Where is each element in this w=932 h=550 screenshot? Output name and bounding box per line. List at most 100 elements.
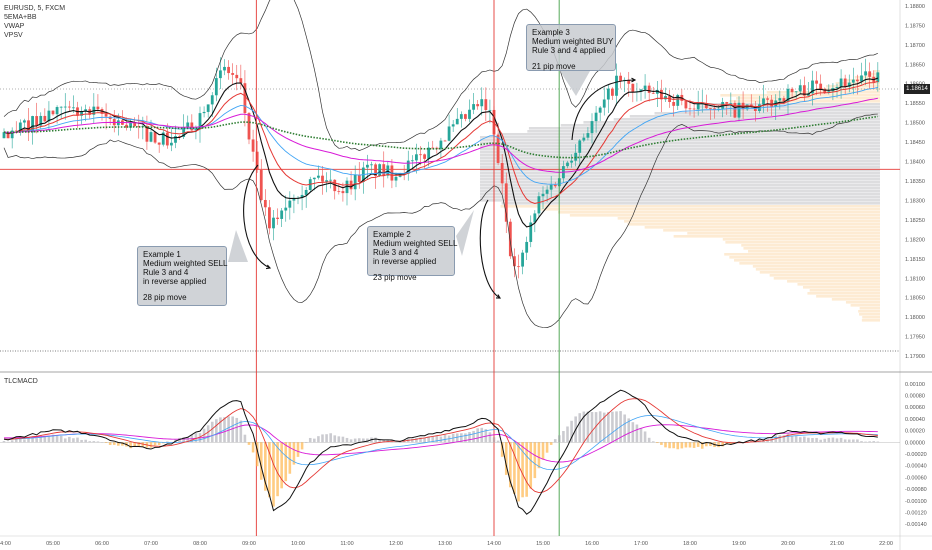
candle-body (280, 210, 284, 219)
macd-histogram-bar (231, 416, 234, 443)
arrow-example-1 (243, 164, 271, 269)
macd-histogram-bar (59, 435, 63, 443)
candle-body (231, 73, 235, 75)
macd-histogram-bar (602, 412, 606, 443)
candle-body (525, 241, 529, 253)
macd-histogram-bar (51, 434, 55, 443)
time-tick-14: 18:00 (683, 541, 697, 547)
macd-histogram-bar (872, 441, 876, 443)
callout-2-line-3: Rule 3 and 4 (373, 248, 419, 257)
candle-body (790, 88, 794, 93)
price-tick-8: 1.18400 (905, 160, 925, 166)
candle-body (725, 102, 729, 104)
candle-body (247, 113, 251, 140)
macd-histogram-bar (264, 442, 267, 491)
candle-body (549, 184, 553, 190)
candle-body (619, 75, 622, 82)
callout-example-1: Example 1 Medium weighted SELL Rule 3 an… (137, 246, 228, 306)
candle-body (476, 104, 480, 107)
volume-profile-bar (629, 115, 880, 118)
candle-body (521, 252, 524, 267)
macd-histogram-bar (366, 438, 369, 443)
candle-body (729, 102, 733, 104)
volume-profile-bar (480, 199, 880, 202)
macd-histogram-bar (431, 436, 435, 443)
candle-body (206, 104, 210, 112)
volume-profile-bar (644, 226, 880, 229)
macd-histogram-bar (860, 441, 863, 443)
macd-histogram-bar (525, 442, 528, 497)
candle-body (574, 152, 578, 161)
callout-3-pointer (560, 71, 590, 96)
candle-body (27, 120, 30, 133)
macd-histogram-bar (509, 442, 512, 488)
macd-histogram-bar (63, 438, 67, 443)
macd-histogram-bar (280, 442, 283, 489)
volume-profile-bar (480, 154, 880, 157)
callout-2-line-4: in reverse applied (373, 257, 437, 266)
candle-body (676, 94, 680, 106)
time-tick-12: 16:00 (585, 541, 599, 547)
macd-histogram-bar (852, 439, 855, 443)
volume-profile-bar (802, 286, 880, 289)
candle-body (798, 85, 802, 92)
macd-histogram-bar (705, 442, 708, 447)
candle-body (672, 102, 676, 106)
macd-histogram-bar (856, 439, 859, 443)
macd-histogram-bar (517, 442, 520, 502)
macd-histogram-bar (129, 442, 132, 449)
macd-histogram-bar (161, 442, 165, 444)
candle-body (182, 127, 186, 137)
macd-histogram-bar (353, 438, 357, 443)
candle-body (488, 109, 492, 111)
time-tick-11: 15:00 (536, 541, 550, 547)
macd-histogram-bar (333, 435, 337, 443)
macd-histogram-bar (615, 411, 618, 443)
price-tick-2: 1.18700 (905, 43, 925, 49)
candle-body (496, 134, 500, 163)
candle-body (443, 140, 447, 142)
macd-histogram-bar (415, 438, 418, 443)
macd-histogram-bar (210, 421, 214, 443)
candle-body (406, 160, 410, 174)
macd-histogram-bar (594, 412, 598, 443)
volume-profile-bar (663, 229, 880, 232)
volume-profile-bar (743, 247, 880, 250)
macd-histogram-bar (300, 442, 304, 450)
volume-profile-bar (734, 259, 880, 262)
volume-profile-bar (845, 301, 880, 304)
macd-histogram-bar (688, 442, 692, 448)
volume-profile-bar (722, 238, 880, 241)
macd-histogram-bar (464, 433, 467, 443)
candle-body (63, 106, 67, 108)
macd-histogram-bar (521, 442, 524, 498)
time-tick-6: 10:00 (291, 541, 305, 547)
volume-profile-bar (480, 157, 880, 160)
candle-body (451, 124, 455, 127)
macd-histogram-bar (570, 420, 573, 443)
macd-histogram-bar (680, 442, 684, 449)
time-tick-16: 20:00 (781, 541, 795, 547)
macd-histogram-bar (357, 438, 361, 443)
macd-histogram-bar (219, 417, 222, 443)
macd-histogram-bar (349, 439, 353, 443)
candle-body (153, 132, 157, 143)
candle-body (643, 85, 647, 90)
macd-histogram-bar (292, 442, 296, 465)
candle-body (31, 116, 34, 133)
volume-profile-bar (540, 208, 880, 211)
macd-histogram-bar (778, 435, 782, 443)
macd-histogram-bar (112, 442, 116, 445)
macd-histogram-bar (668, 442, 671, 449)
macd-histogram-bar (529, 442, 533, 489)
volume-profile-bar (874, 70, 880, 73)
candle-body (533, 213, 537, 223)
candle-body (202, 111, 206, 114)
volume-profile-bar (480, 190, 880, 193)
macd-tick-1: 0.00080 (905, 394, 925, 400)
macd-histogram-bar (23, 439, 26, 443)
volume-profile-bar (500, 205, 880, 208)
macd-histogram-bar (643, 431, 647, 443)
